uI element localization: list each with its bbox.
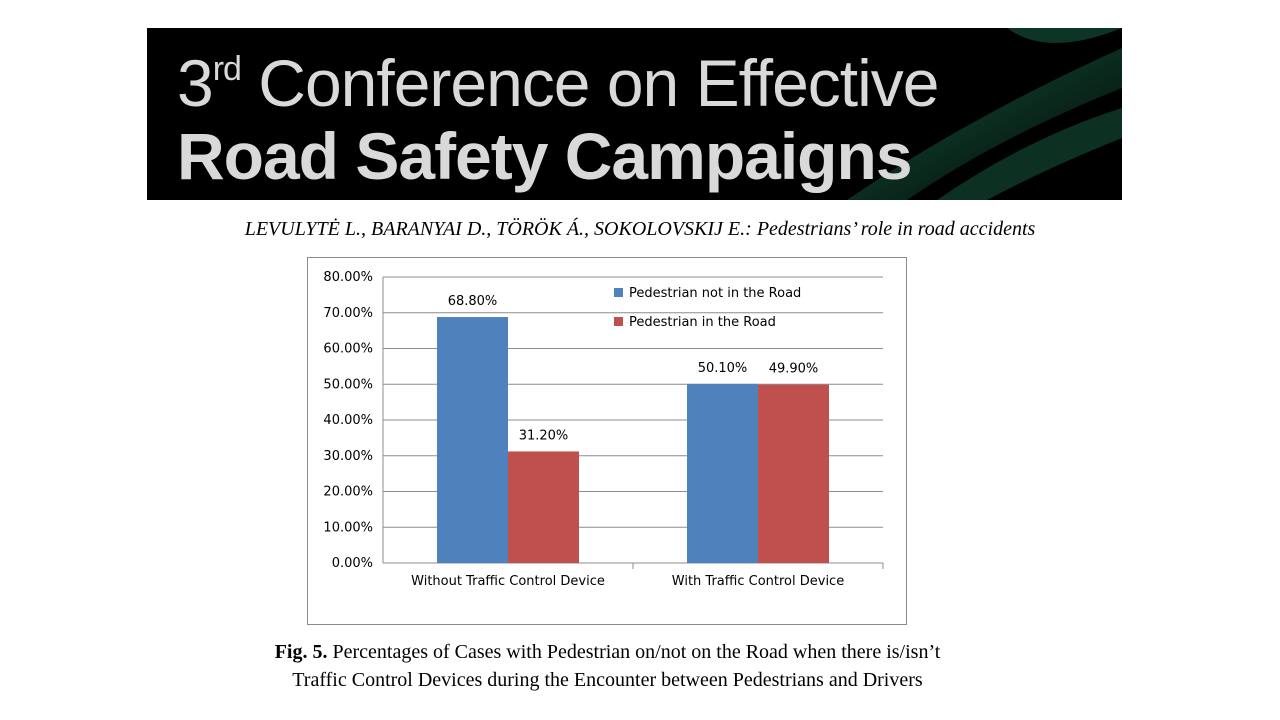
y-tick-label: 70.00% [323, 306, 373, 321]
bar-chart-svg: 0.00% 10.00% 20.00% 30.00% 40.00% 50.00% 60.00… [323, 270, 884, 589]
figure-caption-line2: Traffic Control Devices during the Encou… [292, 669, 923, 691]
data-label: 49.90% [769, 362, 819, 377]
conference-banner: 3rd Conference on Effective Road Safety … [147, 28, 1122, 200]
y-tick-label: 30.00% [323, 449, 373, 464]
y-tick-label: 10.00% [323, 520, 373, 535]
y-tick-label: 40.00% [323, 413, 373, 428]
legend-label: Pedestrian in the Road [629, 315, 776, 330]
data-label: 31.20% [519, 428, 569, 443]
banner-swoosh-graphic [847, 28, 1122, 200]
x-tick-label: Without Traffic Control Device [411, 574, 605, 589]
bar [508, 451, 579, 563]
legend-swatch [614, 288, 623, 297]
bar [758, 384, 829, 563]
banner-title-line2: Road Safety Campaigns [177, 119, 913, 193]
figure-caption-line1: Percentages of Cases with Pedestrian on/… [327, 641, 941, 663]
bar-chart: 0.00% 10.00% 20.00% 30.00% 40.00% 50.00% 60.00… [307, 257, 907, 625]
y-tick-label: 80.00% [323, 270, 373, 285]
bar [687, 383, 758, 563]
y-tick-label: 60.00% [323, 342, 373, 357]
data-label: 68.80% [448, 294, 498, 309]
banner-title-line1: 3rd Conference on Effective [177, 46, 940, 120]
y-tick-label: 20.00% [323, 485, 373, 500]
banner-ordinal: 3 [177, 46, 214, 120]
banner-title-line1-rest: Conference on Effective [240, 46, 939, 120]
figure-caption: Fig. 5. Percentages of Cases with Pedest… [0, 638, 1215, 694]
citation-line: LEVULYTĖ L., BARANYAI D., TÖRÖK Á., SOKO… [244, 218, 1036, 240]
banner-ordinal-suffix: rd [212, 50, 242, 88]
figure-label: Fig. 5. [274, 641, 328, 663]
bar [437, 317, 508, 563]
legend-swatch [614, 317, 623, 326]
legend-label: Pedestrian not in the Road [629, 286, 801, 301]
y-tick-label: 0.00% [332, 556, 373, 571]
y-tick-label: 50.00% [323, 377, 373, 392]
data-label: 50.10% [698, 361, 748, 376]
x-tick-label: With Traffic Control Device [672, 574, 844, 589]
